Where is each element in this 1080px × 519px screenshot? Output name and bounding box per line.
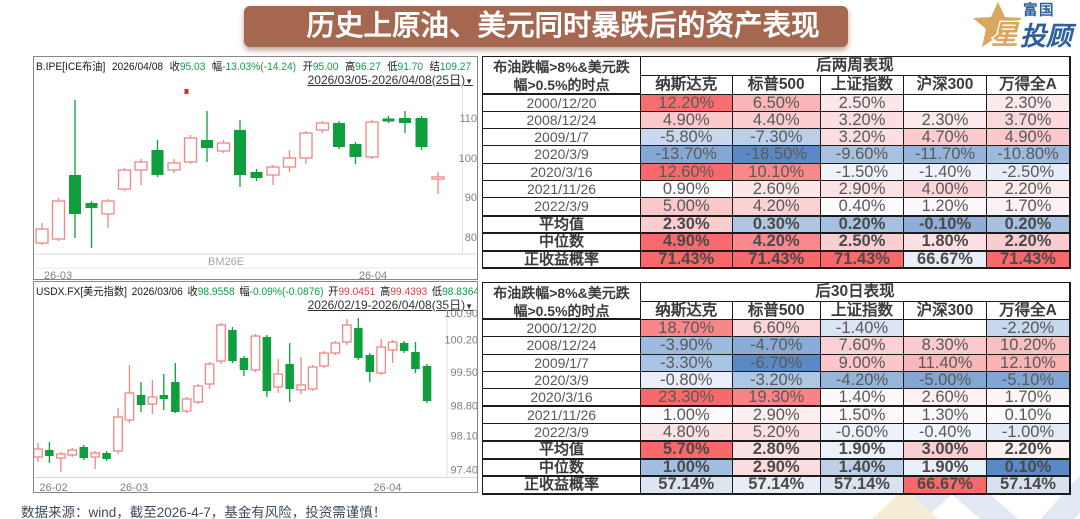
svg-text:星: 星	[991, 20, 1020, 50]
svg-text:26-03: 26-03	[120, 482, 148, 493]
svg-text:90: 90	[465, 192, 477, 204]
svg-text:100.20: 100.20	[444, 334, 478, 346]
svg-text:110: 110	[459, 113, 477, 125]
svg-text:99.50: 99.50	[450, 367, 478, 379]
svg-text:98.10: 98.10	[450, 431, 478, 443]
svg-text:26-03: 26-03	[44, 270, 72, 280]
svg-text:80: 80	[465, 232, 477, 244]
svg-text:BM26E: BM26E	[208, 256, 244, 268]
svg-text:富国: 富国	[1023, 1, 1055, 19]
svg-text:投顾: 投顾	[1020, 21, 1077, 51]
svg-text:100.90: 100.90	[444, 308, 478, 320]
svg-text:26-02: 26-02	[39, 482, 67, 493]
svg-text:26-04: 26-04	[373, 482, 401, 493]
svg-text:100: 100	[459, 153, 477, 165]
svg-text:98.80: 98.80	[450, 401, 478, 413]
svg-text:26-04: 26-04	[359, 270, 387, 280]
svg-text:97.40: 97.40	[450, 465, 478, 477]
